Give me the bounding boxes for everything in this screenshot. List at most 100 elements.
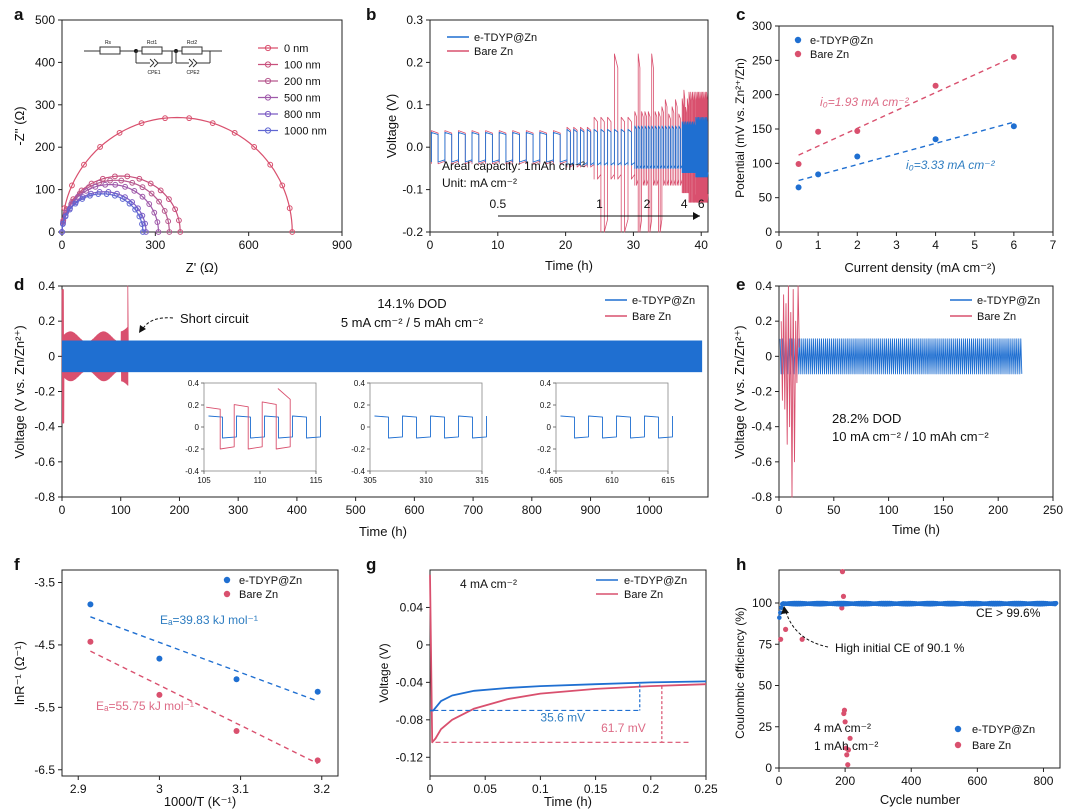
y-tick-label: 0 [416,638,423,652]
nyquist-point [116,129,123,136]
x-tick-label: 0.1 [532,782,549,796]
nyquist-curve-1000nm [61,193,144,233]
nyquist-point [136,213,143,220]
y-tick-label: 0.1 [406,98,423,112]
inset-e-tdyp-curve [374,415,487,439]
x-tick-label: 7 [1050,238,1057,252]
x-tick-label: 0.25 [694,782,718,796]
inset-bare-zn-curve [206,388,291,450]
x-tick-label: 600 [239,238,259,252]
y-axis-title: Voltage (V vs. Zn/Zn²⁺) [12,325,27,458]
nyquist-point [59,229,65,235]
inset-x-tick-label: 115 [310,476,323,485]
rate-label: 6 [698,197,705,211]
nyquist-point [177,229,184,235]
y-tick-label: 150 [752,122,772,136]
e-tdyp-point [777,615,782,620]
panel-label-h: h [736,555,746,574]
y-tick-label: 100 [35,183,55,197]
legend-marker [223,576,231,584]
y-tick-label: -0.4 [34,420,55,434]
inset-y-tick-label: -0.4 [185,467,199,476]
circuit-resistor [181,46,203,55]
x-tick-label: 0 [776,774,783,788]
annotation: High initial CE of 90.1 % [835,641,965,655]
line [192,58,198,64]
y-axis-title: Voltage (V vs. Zn/Zn²⁺) [732,325,747,458]
legend-label: Bare Zn [977,311,1016,323]
annotation: Unit: mA cm⁻² [442,176,517,190]
y-tick-label: 50 [759,679,773,693]
nyquist-point [151,209,158,216]
inset-frame [555,382,669,472]
annotation: 4 mA cm⁻² [814,721,871,735]
y-tick-label: 0 [765,761,772,775]
inset-y-tick-label: -0.2 [351,445,365,454]
x-tick-label: 0 [427,238,434,252]
fit-line [90,650,319,765]
legend-marker [223,590,231,598]
x-tick-label: 2.9 [70,782,87,796]
fit-annotation: i₀=1.93 mA cm⁻² [820,95,910,109]
x-tick-label: 800 [1033,774,1053,788]
y-tick-label: 300 [752,19,772,33]
data-point [156,655,163,662]
y-tick-label: 0.3 [406,13,423,27]
x-tick-label: 150 [933,503,953,517]
annotation: 14.1% DOD [377,296,446,311]
x-tick-label: 0 [776,238,783,252]
line [192,62,198,68]
nyquist-point [129,179,136,186]
inset-x-tick-label: 315 [475,476,489,485]
x-tick-label: 3.2 [313,782,330,796]
y-tick-label: 0.2 [755,314,772,328]
rate-label: 1 [596,197,603,211]
nyquist-point [148,190,155,197]
y-tick-label: 0.4 [755,279,772,293]
nyquist-point [66,206,73,213]
data-point [1010,123,1017,130]
data-point [932,136,939,143]
x-tick-label: 3.1 [232,782,249,796]
x-tick-label: 200 [835,774,855,788]
data-point [314,757,321,764]
e-tdyp-curve [430,117,709,178]
nyquist-point [172,206,179,213]
x-tick-label: 100 [879,503,899,517]
nyquist-point [112,181,119,188]
y-tick-label: 0.0 [406,140,423,154]
y-tick-label: -3.5 [34,575,55,589]
x-tick-label: 0 [59,238,66,252]
bare-zn-curve [780,285,800,498]
legend-label: 100 nm [284,60,321,72]
y-axis-title: Coulombic efficiency (%) [733,607,747,739]
panel-label-d: d [14,275,24,294]
rate-label: 2 [644,197,651,211]
annotation-arrow [785,611,829,648]
legend-label: Bare Zn [474,46,513,58]
nyquist-point [289,229,296,235]
inset-y-tick-label: 0.2 [540,401,552,410]
legend-label: e-TDYP@Zn [810,35,873,47]
bare-zn-point [839,569,846,575]
x-tick-label: 0 [776,503,783,517]
annotation: 28.2% DOD [832,411,901,426]
x-tick-label: 50 [827,503,841,517]
nyquist-point [59,221,66,227]
legend-label: 200 nm [284,76,321,88]
inset-x-tick-label: 305 [363,476,377,485]
y-tick-label: -0.6 [34,455,55,469]
y-tick-label: -0.4 [751,420,772,434]
fit-annotation: Eₐ=55.75 kJ mol⁻¹ [96,699,194,713]
data-point [795,161,802,168]
y-tick-label: 75 [759,637,773,651]
y-tick-label: 0.2 [38,314,55,328]
inset-e-tdyp-curve [208,415,321,439]
panel-label-f: f [14,555,20,574]
y-tick-label: 25 [759,720,773,734]
nyquist-point [107,177,113,184]
nyquist-point [92,183,99,190]
plot-frame-b [429,19,709,233]
circuit-resistor [141,46,163,55]
nyquist-point [209,120,216,127]
